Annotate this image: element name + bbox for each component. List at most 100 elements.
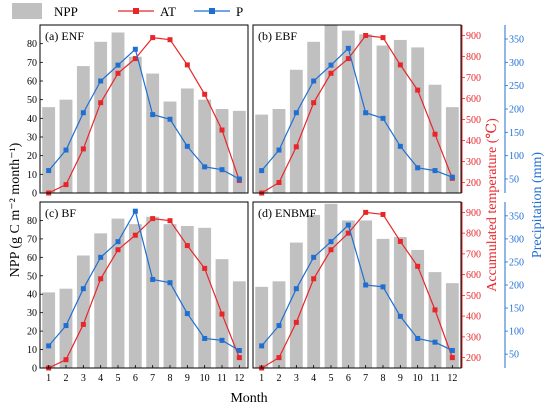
at-point xyxy=(98,276,104,282)
at-point xyxy=(449,355,455,361)
panel-label: (a) ENF xyxy=(45,29,84,43)
npp-bar xyxy=(232,281,246,368)
p-point xyxy=(202,164,208,170)
p-point xyxy=(259,168,265,174)
panel-4: (d) ENBMF2003004005006007008009005010015… xyxy=(252,201,524,384)
npp-bar xyxy=(59,288,73,368)
at-tick-label: 400 xyxy=(466,312,481,323)
at-tick-label: 700 xyxy=(466,73,481,84)
x-tick-label: 6 xyxy=(346,373,351,384)
panel-label: (c) BF xyxy=(45,206,76,220)
p-point xyxy=(397,313,403,319)
at-point xyxy=(132,56,138,62)
x-tick-label: 11 xyxy=(217,373,227,384)
p-point xyxy=(46,343,52,349)
p-point xyxy=(259,343,265,349)
p-point xyxy=(236,347,242,353)
p-point xyxy=(345,222,351,228)
npp-bar xyxy=(146,73,160,193)
npp-bar xyxy=(94,41,108,193)
npp-tick-label: 70 xyxy=(27,58,37,69)
npp-bar xyxy=(146,216,160,368)
p-point xyxy=(276,323,282,329)
p-tick-label: 100 xyxy=(509,327,524,338)
npp-tick-label: 80 xyxy=(27,216,37,227)
p-tick-label: 250 xyxy=(509,257,524,268)
npp-bar xyxy=(307,214,321,368)
at-point xyxy=(363,209,369,215)
npp-tick-label: 20 xyxy=(27,151,37,162)
p-tick-label: 300 xyxy=(509,234,524,245)
p-series-line xyxy=(48,48,240,180)
p-point xyxy=(80,110,86,116)
at-point xyxy=(276,355,282,361)
at-series-line xyxy=(261,34,453,194)
p-point xyxy=(132,208,138,214)
p-tick-label: 200 xyxy=(509,105,524,116)
p-point xyxy=(115,239,121,245)
at-tick-label: 800 xyxy=(466,52,481,63)
p-point xyxy=(63,323,69,329)
at-point xyxy=(328,247,334,253)
x-tick-label: 5 xyxy=(329,373,334,384)
p-point xyxy=(276,147,282,153)
at-point xyxy=(415,263,421,269)
panel-frame xyxy=(252,201,462,369)
npp-bar xyxy=(411,249,425,368)
npp-bar xyxy=(393,237,407,368)
p-point xyxy=(397,143,403,149)
npp-bar xyxy=(128,56,142,193)
at-point xyxy=(202,265,208,271)
at-tick-label: 700 xyxy=(466,249,481,260)
at-tick-label: 600 xyxy=(466,270,481,281)
npp-tick-label: 40 xyxy=(27,114,37,125)
npp-bar xyxy=(376,238,390,368)
at-point xyxy=(311,276,317,282)
at-point xyxy=(150,35,156,41)
npp-bar xyxy=(307,41,321,193)
at-tick-label: 600 xyxy=(466,94,481,105)
p-point xyxy=(98,254,104,260)
legend-at-label: AT xyxy=(160,4,176,19)
p-point xyxy=(345,45,351,51)
x-tick-label: 3 xyxy=(81,373,86,384)
at-point xyxy=(115,247,121,253)
at-point xyxy=(167,37,173,43)
npp-bar xyxy=(42,292,56,368)
p-point xyxy=(98,78,104,84)
p-point xyxy=(46,168,52,174)
p-tick-label: 300 xyxy=(509,58,524,69)
x-tick-label: 3 xyxy=(294,373,299,384)
npp-bar xyxy=(428,84,442,193)
at-point xyxy=(98,100,104,106)
npp-bar xyxy=(324,203,338,368)
npp-tick-label: 30 xyxy=(27,308,37,319)
at-point xyxy=(432,131,438,137)
npp-bar xyxy=(341,220,355,368)
p-point xyxy=(363,282,369,288)
p-tick-label: 350 xyxy=(509,35,524,46)
x-tick-label: 4 xyxy=(311,373,316,384)
npp-bar xyxy=(393,39,407,193)
p-point xyxy=(328,62,334,68)
npp-tick-label: 70 xyxy=(27,234,37,245)
x-tick-label: 11 xyxy=(430,373,440,384)
legend: NPP AT P xyxy=(12,3,243,19)
p-point xyxy=(236,176,242,182)
p-point xyxy=(293,286,299,292)
npp-bar xyxy=(341,30,355,193)
at-point xyxy=(380,211,386,217)
at-tick-label: 500 xyxy=(466,291,481,302)
p-tick-label: 50 xyxy=(509,350,519,361)
x-tick-label: 2 xyxy=(277,373,282,384)
p-point xyxy=(415,165,421,171)
p-point xyxy=(415,335,421,341)
p-point xyxy=(184,311,190,317)
at-point xyxy=(115,70,121,76)
x-tick-label: 4 xyxy=(98,373,103,384)
x-tick-label: 9 xyxy=(398,373,403,384)
at-tick-label: 400 xyxy=(466,136,481,147)
at-point xyxy=(63,182,69,188)
